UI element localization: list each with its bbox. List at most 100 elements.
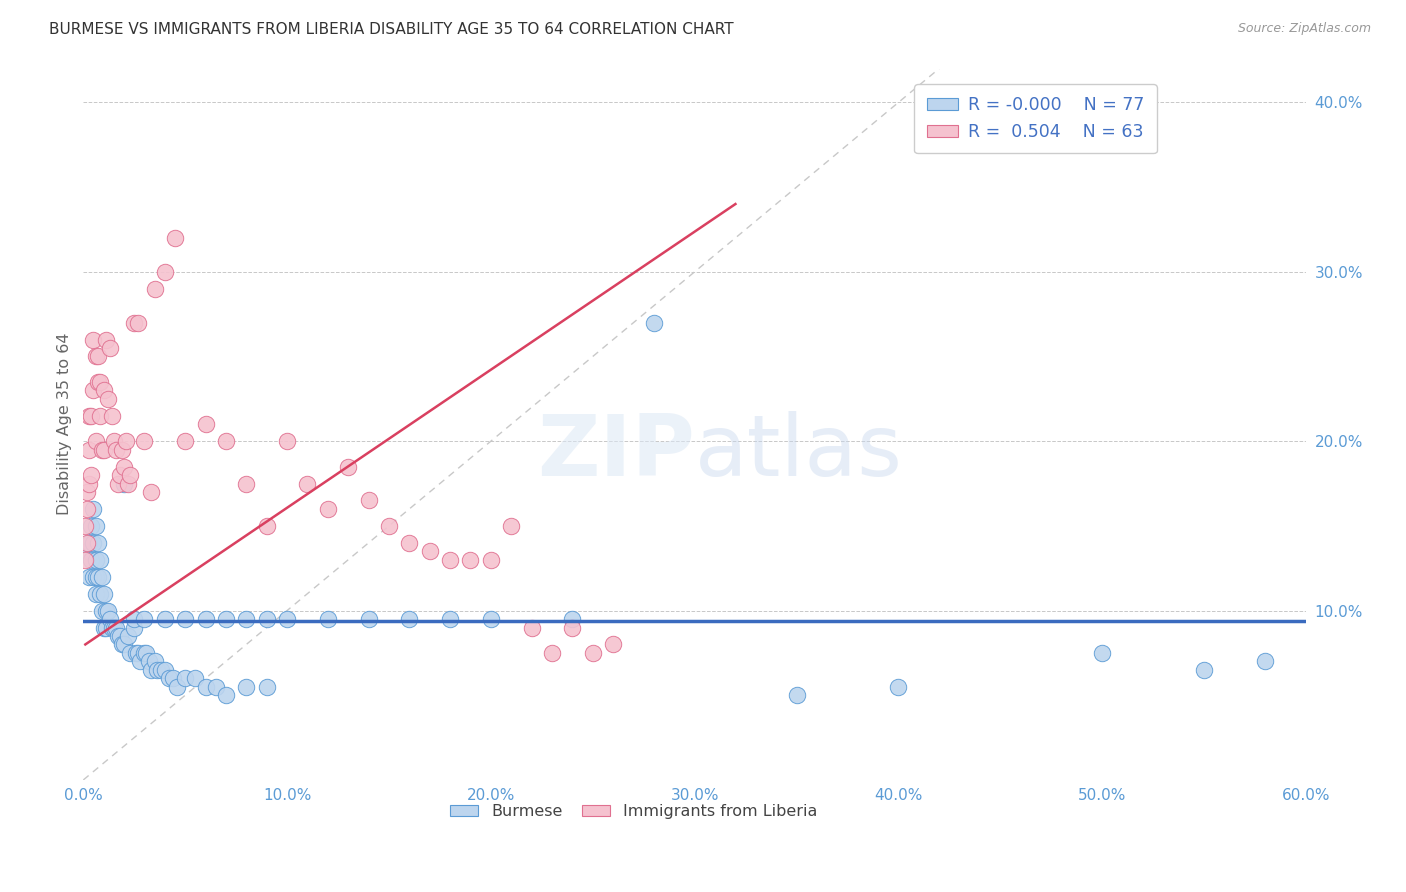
Point xyxy=(84,586,107,600)
Point xyxy=(86,536,108,550)
Point xyxy=(520,620,543,634)
Point xyxy=(103,434,125,449)
Point xyxy=(184,671,207,685)
Point xyxy=(82,384,104,398)
Point xyxy=(174,671,197,685)
Point xyxy=(84,553,107,567)
Point xyxy=(276,612,298,626)
Point xyxy=(103,620,125,634)
Point xyxy=(256,612,278,626)
Point xyxy=(80,553,103,567)
Point xyxy=(79,476,101,491)
Point xyxy=(90,570,112,584)
Point xyxy=(94,620,117,634)
Point xyxy=(316,612,339,626)
Point xyxy=(134,434,156,449)
Point xyxy=(90,603,112,617)
Point xyxy=(115,434,138,449)
Point xyxy=(98,612,121,626)
Point xyxy=(256,519,278,533)
Point xyxy=(84,434,107,449)
Point xyxy=(235,680,257,694)
Point xyxy=(139,485,162,500)
Point xyxy=(153,612,176,626)
Point xyxy=(337,459,360,474)
Point xyxy=(76,536,98,550)
Point xyxy=(143,282,166,296)
Point xyxy=(82,570,104,584)
Point xyxy=(111,442,134,457)
Point xyxy=(204,680,226,694)
Text: Source: ZipAtlas.com: Source: ZipAtlas.com xyxy=(1237,22,1371,36)
Point xyxy=(79,570,101,584)
Point xyxy=(501,519,523,533)
Point xyxy=(561,620,583,634)
Point xyxy=(108,468,131,483)
Point xyxy=(357,612,380,626)
Point xyxy=(162,671,184,685)
Point xyxy=(75,553,97,567)
Point xyxy=(89,409,111,423)
Point xyxy=(79,409,101,423)
Point xyxy=(149,663,172,677)
Point xyxy=(122,316,145,330)
Point xyxy=(101,409,124,423)
Point xyxy=(112,459,135,474)
Point xyxy=(163,231,186,245)
Point xyxy=(143,654,166,668)
Point xyxy=(1192,663,1215,677)
Point xyxy=(122,620,145,634)
Point xyxy=(93,620,115,634)
Point xyxy=(79,536,101,550)
Point xyxy=(117,629,139,643)
Point xyxy=(357,493,380,508)
Point xyxy=(86,350,108,364)
Point xyxy=(94,333,117,347)
Point xyxy=(97,603,120,617)
Point xyxy=(316,502,339,516)
Point xyxy=(419,544,441,558)
Point xyxy=(582,646,605,660)
Point xyxy=(84,519,107,533)
Point xyxy=(127,646,149,660)
Point xyxy=(215,612,238,626)
Point xyxy=(111,637,134,651)
Point xyxy=(194,612,217,626)
Point xyxy=(786,688,808,702)
Point xyxy=(122,612,145,626)
Point xyxy=(80,519,103,533)
Point xyxy=(104,620,127,634)
Point xyxy=(194,680,217,694)
Point xyxy=(89,586,111,600)
Text: atlas: atlas xyxy=(695,411,903,494)
Point xyxy=(120,468,142,483)
Y-axis label: Disability Age 35 to 64: Disability Age 35 to 64 xyxy=(58,333,72,516)
Point xyxy=(439,553,461,567)
Point xyxy=(79,442,101,457)
Point xyxy=(112,476,135,491)
Point xyxy=(112,637,135,651)
Point xyxy=(460,553,482,567)
Point xyxy=(80,409,103,423)
Point xyxy=(256,680,278,694)
Point xyxy=(138,654,160,668)
Point xyxy=(76,502,98,516)
Point xyxy=(80,468,103,483)
Point xyxy=(107,476,129,491)
Point xyxy=(75,519,97,533)
Point xyxy=(166,680,188,694)
Point xyxy=(1254,654,1277,668)
Point xyxy=(129,654,152,668)
Point xyxy=(378,519,401,533)
Point xyxy=(479,553,502,567)
Point xyxy=(127,316,149,330)
Point xyxy=(84,570,107,584)
Point xyxy=(561,612,583,626)
Point xyxy=(97,392,120,406)
Point xyxy=(643,316,665,330)
Point xyxy=(125,646,148,660)
Point xyxy=(174,612,197,626)
Point xyxy=(134,646,156,660)
Point xyxy=(94,603,117,617)
Point xyxy=(90,442,112,457)
